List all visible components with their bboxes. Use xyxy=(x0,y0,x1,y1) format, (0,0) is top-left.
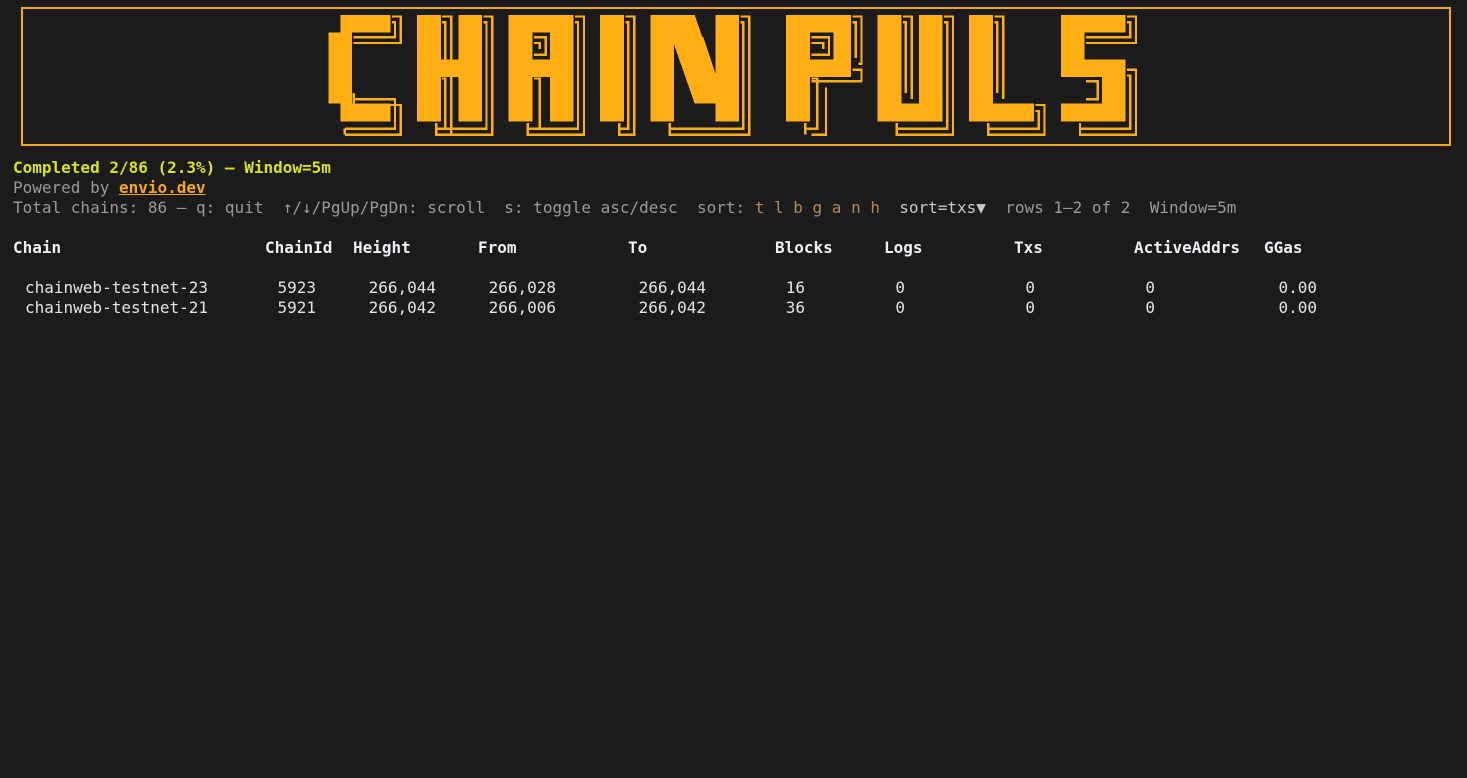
rows-range-label: rows 1–2 of 2 xyxy=(1005,198,1131,217)
cell-chain: chainweb-testnet-21 xyxy=(25,298,209,317)
cell-chainid: 5921 xyxy=(277,298,316,317)
completed-status: Completed 2/86 (2.3%) — Window=5m xyxy=(13,158,331,177)
column-header-activeaddrs[interactable]: ActiveAddrs xyxy=(1134,238,1240,257)
chains-table: Chain ChainId Height From To Blocks Logs… xyxy=(0,238,1467,318)
cell-from: 266,028 xyxy=(488,278,556,297)
cell-txs: 0 xyxy=(1025,278,1035,297)
column-header-from[interactable]: From xyxy=(478,238,517,257)
column-header-chainid[interactable]: ChainId xyxy=(265,238,333,257)
column-header-blocks[interactable]: Blocks xyxy=(775,238,833,257)
sort-hint-prefix: sort: xyxy=(696,198,755,217)
envio-dev-link[interactable]: envio.dev xyxy=(118,178,206,197)
ascii-title-art xyxy=(322,14,1150,139)
cell-to: 266,042 xyxy=(638,298,706,317)
cell-chain: chainweb-testnet-23 xyxy=(25,278,209,297)
sort-hint-keys[interactable]: t l b g a n h xyxy=(754,198,880,217)
current-sort-indicator[interactable]: sort=txs▼ xyxy=(899,198,986,217)
column-header-ggas[interactable]: GGas xyxy=(1264,238,1303,257)
cell-blocks: 16 xyxy=(785,278,805,297)
spacer-3 xyxy=(678,198,697,217)
cell-ggas: 0.00 xyxy=(1278,298,1317,317)
spacer-5 xyxy=(986,198,1005,217)
cell-blocks: 36 xyxy=(785,298,805,317)
cell-chainid: 5923 xyxy=(277,278,316,297)
column-header-logs[interactable]: Logs xyxy=(884,238,923,257)
status-block: Completed 2/86 (2.3%) — Window=5m Powere… xyxy=(13,158,1453,218)
cell-ggas: 0.00 xyxy=(1278,278,1317,297)
table-row[interactable]: chainweb-testnet-21 5921 266,042 266,006… xyxy=(0,298,1467,318)
help-hint-line: Total chains: 86 — q: quit ↑/↓/PgUp/PgDn… xyxy=(13,198,1453,218)
title-banner xyxy=(21,7,1451,146)
column-header-txs[interactable]: Txs xyxy=(1014,238,1043,257)
column-header-height[interactable]: Height xyxy=(353,238,411,257)
chain-pulse-logo xyxy=(328,14,1138,136)
powered-by-line: Powered by envio.dev xyxy=(13,178,1453,198)
spacer-1 xyxy=(263,198,282,217)
table-row[interactable]: chainweb-testnet-23 5923 266,044 266,028… xyxy=(0,278,1467,298)
spacer-2 xyxy=(485,198,504,217)
window-label: Window=5m xyxy=(1149,198,1237,217)
cell-txs: 0 xyxy=(1025,298,1035,317)
spacer-4 xyxy=(880,198,899,217)
spacer-6 xyxy=(1130,198,1149,217)
cell-activeaddrs: 0 xyxy=(1145,278,1155,297)
toggle-sort-hint: s: toggle asc/desc xyxy=(504,198,678,217)
title-banner-inner xyxy=(23,9,1449,144)
column-header-chain[interactable]: Chain xyxy=(13,238,62,257)
total-chains-hint: Total chains: 86 — q: quit xyxy=(13,198,264,217)
powered-by-prefix: Powered by xyxy=(13,178,119,197)
table-body: chainweb-testnet-23 5923 266,044 266,028… xyxy=(0,278,1467,318)
cell-height: 266,042 xyxy=(368,298,436,317)
column-header-to[interactable]: To xyxy=(628,238,648,257)
table-header-row: Chain ChainId Height From To Blocks Logs… xyxy=(0,238,1467,258)
scroll-hint: ↑/↓/PgUp/PgDn: scroll xyxy=(282,198,486,217)
cell-logs: 0 xyxy=(895,298,905,317)
cell-height: 266,044 xyxy=(368,278,436,297)
cell-activeaddrs: 0 xyxy=(1145,298,1155,317)
cell-logs: 0 xyxy=(895,278,905,297)
cell-from: 266,006 xyxy=(488,298,556,317)
cell-to: 266,044 xyxy=(638,278,706,297)
